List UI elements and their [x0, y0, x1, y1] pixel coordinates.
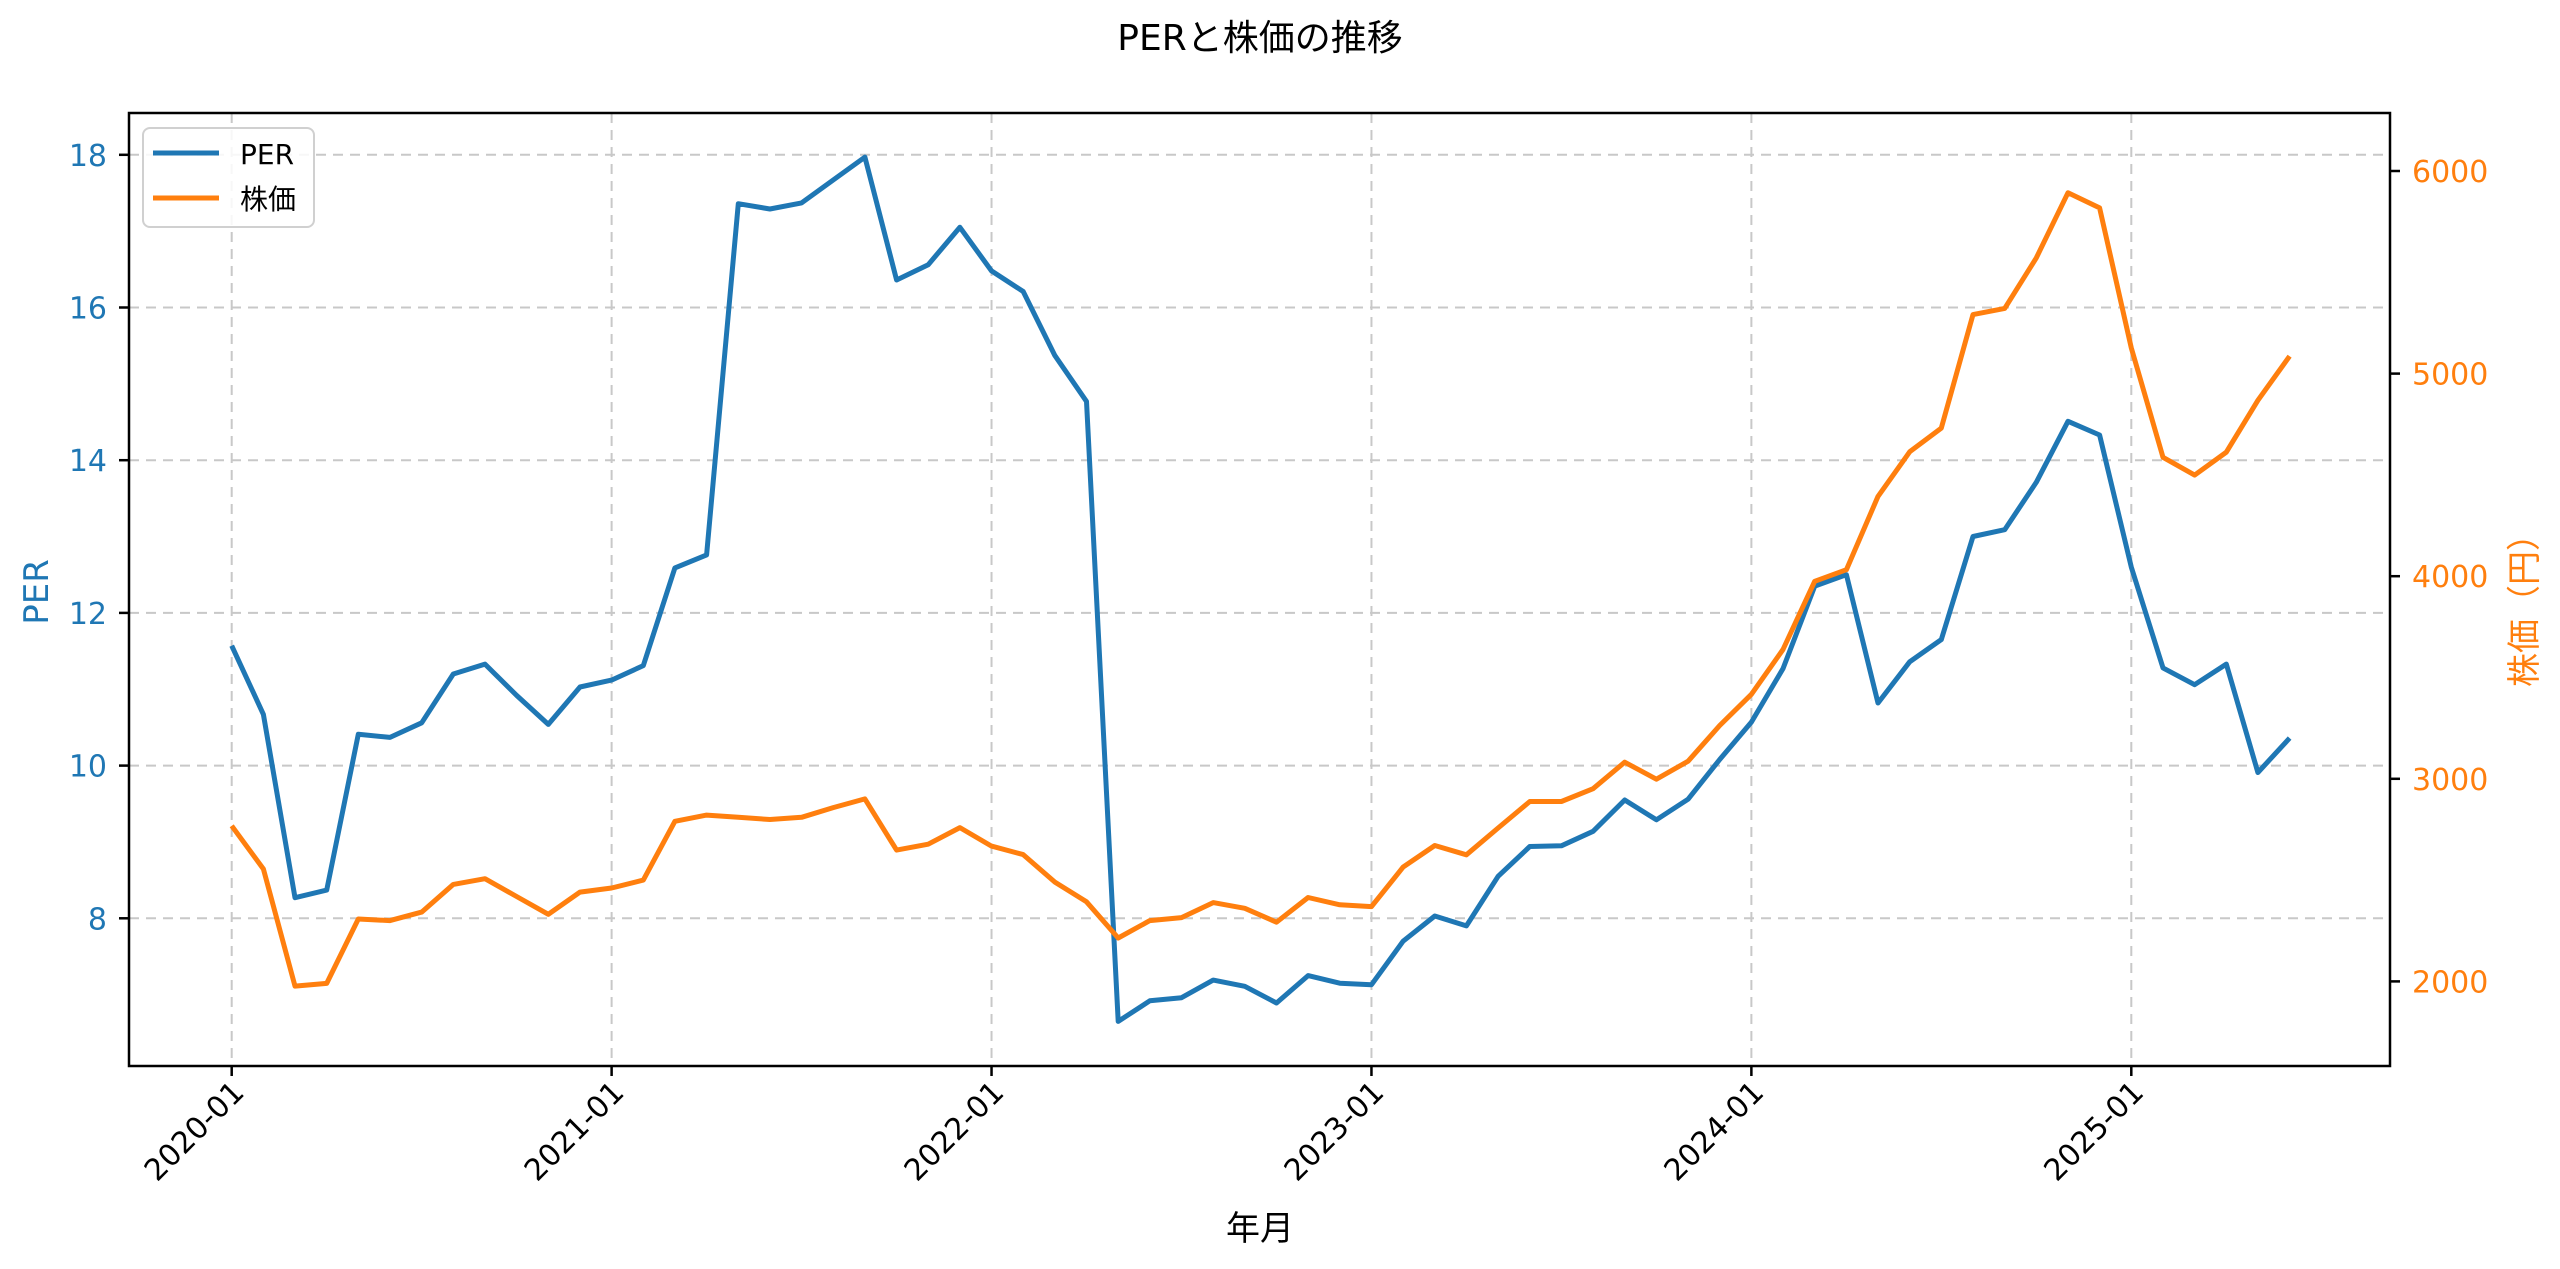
y-tick-label: 12: [69, 597, 107, 632]
y2-tick-label: 6000: [2412, 155, 2488, 190]
y2-axis-label: 株価（円）: [2505, 517, 2545, 687]
plot-series: [229, 154, 2292, 1024]
y-tick-label: 8: [88, 902, 107, 937]
y-tick-label: 10: [69, 750, 107, 785]
plot-frame: [127, 111, 2392, 1068]
x-tick-label: 2020-01: [138, 1075, 251, 1188]
legend-label-per: PER: [240, 138, 294, 171]
y2-tick-label: 4000: [2412, 560, 2488, 595]
legend-label-price: 株価: [240, 183, 296, 216]
y-axis-label: PER: [17, 559, 57, 625]
x-axis: 2020-01 2021-01 2022-01 2023-01 2024-01 2025-…: [138, 1066, 2151, 1188]
legend: PER 株価: [142, 127, 315, 228]
right-y-axis: 2000 3000 4000 5000 6000: [2390, 155, 2488, 1000]
x-axis-label: 年月: [1226, 1209, 1294, 1249]
left-y-axis: 8 10 12 14 16 18: [69, 139, 129, 937]
y2-tick-label: 5000: [2412, 358, 2488, 393]
y-tick-label: 18: [69, 139, 107, 174]
chart-title: PERと株価の推移: [1117, 18, 1402, 59]
x-tick-label: 2023-01: [1278, 1075, 1391, 1188]
x-tick-label: 2025-01: [2038, 1075, 2151, 1188]
y-tick-label: 14: [69, 444, 107, 479]
x-tick-label: 2022-01: [898, 1075, 1011, 1188]
gridlines: [129, 113, 2390, 1066]
per-line: [229, 154, 2292, 1024]
y2-tick-label: 2000: [2412, 965, 2488, 1000]
y-tick-label: 16: [69, 292, 107, 327]
y2-tick-label: 3000: [2412, 763, 2488, 798]
x-tick-label: 2024-01: [1658, 1075, 1771, 1188]
price-line: [229, 190, 2292, 989]
x-tick-label: 2021-01: [518, 1075, 631, 1188]
